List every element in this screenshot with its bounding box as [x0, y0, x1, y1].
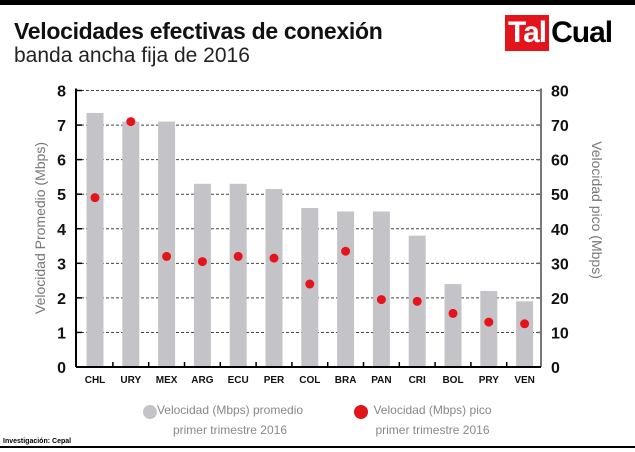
point-chl	[90, 193, 100, 203]
footer-line	[0, 446, 635, 448]
y-tick-label: 2	[57, 291, 66, 308]
point-bra	[341, 246, 351, 256]
chart-subtitle: banda ancha fija de 2016	[14, 44, 250, 67]
point-arg	[197, 257, 207, 267]
y-tick-label: 3	[57, 256, 66, 273]
y-axis-label: Velocidad Promedio (Mbps)	[32, 142, 48, 314]
legend-label-line2: primer trimestre 2016	[172, 423, 288, 437]
logo-tal: Tal	[505, 15, 550, 51]
legend-item-pico: Velocidad (Mbps) pico primer trimestre 2…	[365, 400, 500, 440]
y-tick-label: 4	[57, 222, 66, 239]
bar-mex	[158, 121, 176, 367]
x-tick-label: PAN	[371, 375, 391, 386]
legend-bar-swatch	[143, 405, 157, 419]
x-tick-label: MEX	[156, 375, 178, 386]
y2-tick-label: 70	[551, 118, 569, 135]
x-tick-label: CRI	[409, 375, 426, 386]
point-pry	[484, 317, 494, 327]
bar-chl	[86, 112, 104, 367]
x-tick-label: VEN	[514, 375, 535, 386]
bar-ury	[122, 121, 140, 367]
logo-cual: Cual	[551, 16, 613, 49]
y-tick-label: 1	[57, 325, 66, 342]
y-tick-label: 6	[57, 153, 66, 170]
point-ury	[126, 117, 136, 127]
bar-arg	[193, 183, 211, 367]
x-tick-label: ARG	[191, 375, 213, 386]
y2-axis-label: Velocidad pico (Mbps)	[589, 141, 605, 279]
x-tick-label: PER	[264, 375, 285, 386]
legend-label-line1: Velocidad (Mbps) pico	[373, 403, 492, 417]
talcual-logo: Tal Cual	[505, 15, 613, 51]
legend-item-promedio: Velocidad (Mbps) promedio primer trimest…	[155, 400, 305, 440]
legend-label-line2: primer trimestre 2016	[375, 423, 490, 437]
y2-tick-label: 10	[551, 325, 569, 342]
bar-per	[265, 189, 283, 367]
x-tick-label: BRA	[335, 375, 357, 386]
bar-ven	[516, 301, 534, 367]
y2-tick-label: 60	[551, 153, 569, 170]
y2-tick-label: 0	[551, 360, 560, 377]
y2-tick-label: 30	[551, 256, 569, 273]
bar-ecu	[229, 183, 247, 367]
x-tick-label: BOL	[442, 375, 463, 386]
x-tick-label: URY	[120, 375, 141, 386]
point-mex	[162, 251, 172, 261]
y-tick-label: 8	[57, 84, 66, 101]
x-tick-label: PRY	[479, 375, 500, 386]
y2-tick-label: 80	[551, 84, 569, 101]
credit: Investigación: Cepal	[3, 438, 72, 445]
y2-tick-label: 40	[551, 222, 569, 239]
bar-bra	[337, 211, 355, 367]
point-ecu	[233, 251, 243, 261]
bar-pry	[480, 290, 498, 367]
y2-tick-label: 50	[551, 187, 569, 204]
y2-tick-label: 20	[551, 291, 569, 308]
y-tick-label: 5	[57, 187, 66, 204]
point-per	[269, 253, 279, 263]
x-tick-label: COL	[299, 375, 320, 386]
point-ven	[520, 319, 530, 329]
top-bar	[0, 0, 635, 5]
chart-title: Velocidades efectivas de conexión	[14, 18, 383, 44]
point-pan	[376, 295, 386, 305]
y-tick-label: 7	[57, 118, 66, 135]
x-tick-label: ECU	[228, 375, 249, 386]
bar-bol	[444, 284, 462, 367]
y-tick-label: 0	[57, 360, 66, 377]
legend-point-swatch	[354, 405, 368, 419]
x-tick-label: CHL	[85, 375, 106, 386]
point-col	[305, 279, 315, 289]
point-cri	[412, 296, 422, 306]
legend-label-line1: Velocidad (Mbps) promedio	[156, 403, 304, 417]
point-bol	[448, 308, 458, 318]
bar-pan	[372, 211, 390, 367]
